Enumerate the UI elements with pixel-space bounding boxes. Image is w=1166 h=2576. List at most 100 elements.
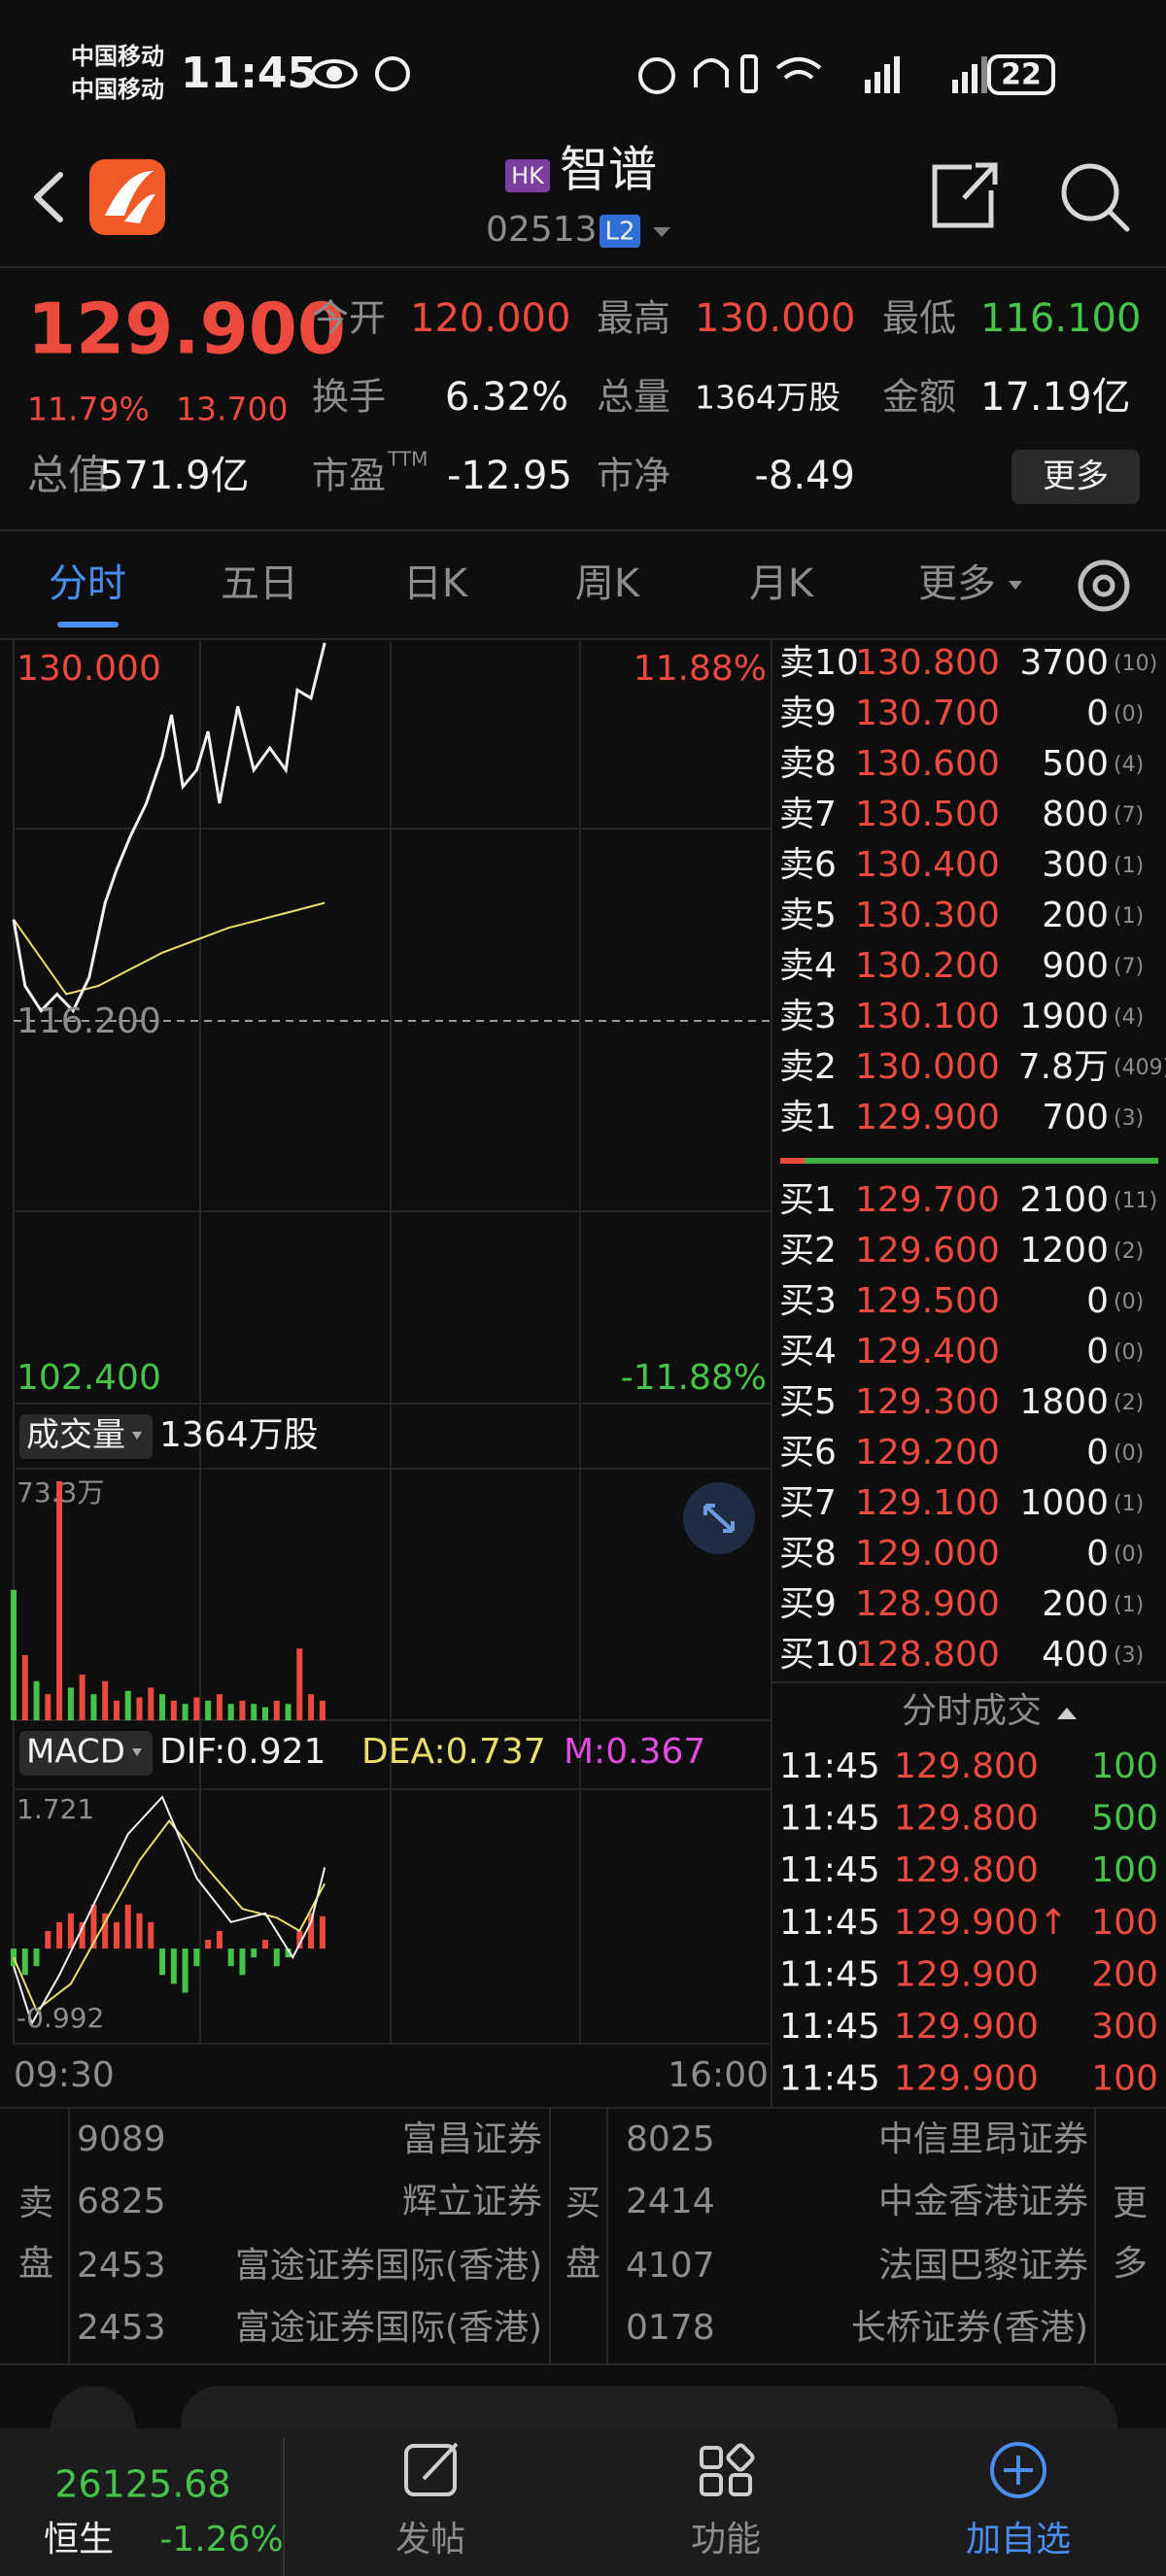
volume-selector[interactable] bbox=[19, 1414, 153, 1459]
book-count: (4) bbox=[1114, 1005, 1144, 1030]
share-button[interactable] bbox=[932, 162, 998, 228]
nav-post-icon[interactable] bbox=[404, 2442, 459, 2496]
stat-label: 最高 bbox=[597, 297, 670, 340]
broker-side-label: 买盘 bbox=[566, 2184, 600, 2284]
tab[interactable]: 分时 bbox=[49, 561, 126, 606]
book-price: 130.200 bbox=[855, 946, 1000, 986]
stat-value: 1364万股 bbox=[695, 379, 840, 417]
book-level: 卖3 bbox=[779, 997, 837, 1036]
tab[interactable]: 月K bbox=[749, 561, 815, 606]
settings-button[interactable] bbox=[1078, 559, 1130, 612]
volume-bar bbox=[319, 1700, 326, 1720]
volume-bar bbox=[251, 1704, 257, 1720]
macd-label[interactable]: MACD bbox=[26, 1733, 125, 1772]
volume-label[interactable]: 成交量 bbox=[26, 1416, 125, 1455]
stock-code: 02513 bbox=[486, 210, 598, 250]
back-button[interactable] bbox=[34, 172, 63, 222]
ratio-bar-bid bbox=[805, 1158, 1158, 1164]
trade-qty: 100 bbox=[1091, 1903, 1158, 1943]
book-qty: 3700 bbox=[1019, 643, 1109, 683]
stat-label: 总量 bbox=[597, 376, 670, 419]
volume-bar bbox=[170, 1700, 177, 1720]
trade-price: 129.900 bbox=[894, 1954, 1039, 1994]
trade-qty: 100 bbox=[1091, 2059, 1158, 2099]
book-qty: 300 bbox=[1042, 845, 1109, 885]
macd-bar bbox=[102, 1913, 109, 1949]
trade-price: 129.900 bbox=[894, 2007, 1039, 2047]
nav-item[interactable]: 加自选 bbox=[966, 2520, 1071, 2559]
stat-value: 130.000 bbox=[695, 296, 855, 341]
book-count: (409) bbox=[1114, 1056, 1166, 1080]
nav-function-icon[interactable] bbox=[700, 2443, 755, 2496]
volume-bar bbox=[216, 1694, 223, 1720]
nav-item[interactable]: 发帖 bbox=[395, 2520, 465, 2559]
stat-value: 116.100 bbox=[980, 296, 1141, 341]
more-button[interactable] bbox=[1012, 450, 1140, 504]
book-level: 卖7 bbox=[779, 795, 837, 834]
macd-bar bbox=[33, 1949, 40, 1967]
trade-price: 129.800 bbox=[894, 1850, 1039, 1890]
stat-label: 最低 bbox=[882, 297, 956, 340]
market-badge bbox=[505, 159, 550, 192]
dif-line bbox=[13, 1795, 326, 2026]
index-change: -1.26% bbox=[159, 2520, 283, 2559]
broker-id: 9089 bbox=[77, 2119, 166, 2159]
book-count: (0) bbox=[1114, 1542, 1144, 1567]
book-price: 128.800 bbox=[855, 1635, 1000, 1675]
volume-bar bbox=[56, 1481, 63, 1720]
more-button-text[interactable]: 更多 bbox=[1043, 458, 1109, 496]
clock: 11:45 bbox=[181, 49, 317, 98]
volume-bar bbox=[273, 1700, 280, 1720]
book-qty: 0 bbox=[1086, 1281, 1109, 1321]
tab[interactable]: 五日 bbox=[221, 561, 298, 606]
broker-id: 0178 bbox=[626, 2308, 715, 2348]
book-price: 130.100 bbox=[855, 997, 1000, 1036]
book-qty: 900 bbox=[1042, 946, 1109, 986]
macd-max-label: 1.721 bbox=[17, 1793, 94, 1825]
tab[interactable]: 日K bbox=[403, 561, 469, 606]
book-price: 129.000 bbox=[855, 1534, 1000, 1574]
book-level: 卖4 bbox=[779, 946, 837, 986]
book-level: 买5 bbox=[779, 1382, 837, 1422]
book-price: 130.600 bbox=[855, 744, 1000, 784]
book-level: 卖2 bbox=[779, 1047, 837, 1087]
book-level: 买9 bbox=[779, 1584, 837, 1624]
change-percent: 11.79% bbox=[27, 390, 150, 428]
book-price: 130.800 bbox=[855, 643, 1000, 683]
book-price: 129.500 bbox=[855, 1281, 1000, 1321]
volume-bar bbox=[285, 1704, 292, 1720]
indicator-selector[interactable] bbox=[19, 1731, 153, 1776]
dea-label: DEA:0.737 bbox=[361, 1732, 546, 1772]
macd-bar bbox=[79, 1921, 86, 1949]
broker-name: 富途证券国际(香港) bbox=[235, 2246, 542, 2286]
expand-button[interactable] bbox=[683, 1482, 755, 1554]
tab[interactable]: 更多 bbox=[918, 561, 996, 606]
broker-id: 4107 bbox=[626, 2246, 715, 2286]
book-level: 买4 bbox=[779, 1332, 837, 1372]
level-badge-text: L2 bbox=[604, 218, 634, 247]
stat-value: -12.95 bbox=[447, 454, 572, 498]
market-badge-text: HK bbox=[511, 162, 545, 189]
book-price: 129.200 bbox=[855, 1433, 1000, 1473]
average-price-line bbox=[13, 901, 326, 996]
macd-bar bbox=[159, 1949, 166, 1976]
book-qty: 0 bbox=[1086, 694, 1109, 733]
sort-arrow bbox=[1057, 1708, 1077, 1719]
trade-time: 11:45 bbox=[779, 1903, 880, 1943]
book-count: (3) bbox=[1114, 1106, 1144, 1131]
change-amount: 13.700 bbox=[176, 390, 288, 428]
search-button[interactable] bbox=[1061, 163, 1130, 232]
book-qty: 800 bbox=[1042, 795, 1109, 834]
tab[interactable]: 周K bbox=[575, 561, 641, 606]
book-price: 130.700 bbox=[855, 694, 1000, 733]
nav-item[interactable]: 功能 bbox=[691, 2520, 761, 2559]
book-level: 买2 bbox=[779, 1231, 837, 1271]
carrier: 中国移动 bbox=[71, 76, 164, 103]
trade-qty: 100 bbox=[1091, 1850, 1158, 1890]
macd-min-label: -0.992 bbox=[17, 2002, 104, 2034]
book-price: 130.000 bbox=[855, 1047, 1000, 1087]
volume-bar bbox=[113, 1700, 120, 1720]
stat-label: 市盈 bbox=[312, 455, 386, 497]
nav-watchlist-icon[interactable] bbox=[990, 2442, 1046, 2498]
